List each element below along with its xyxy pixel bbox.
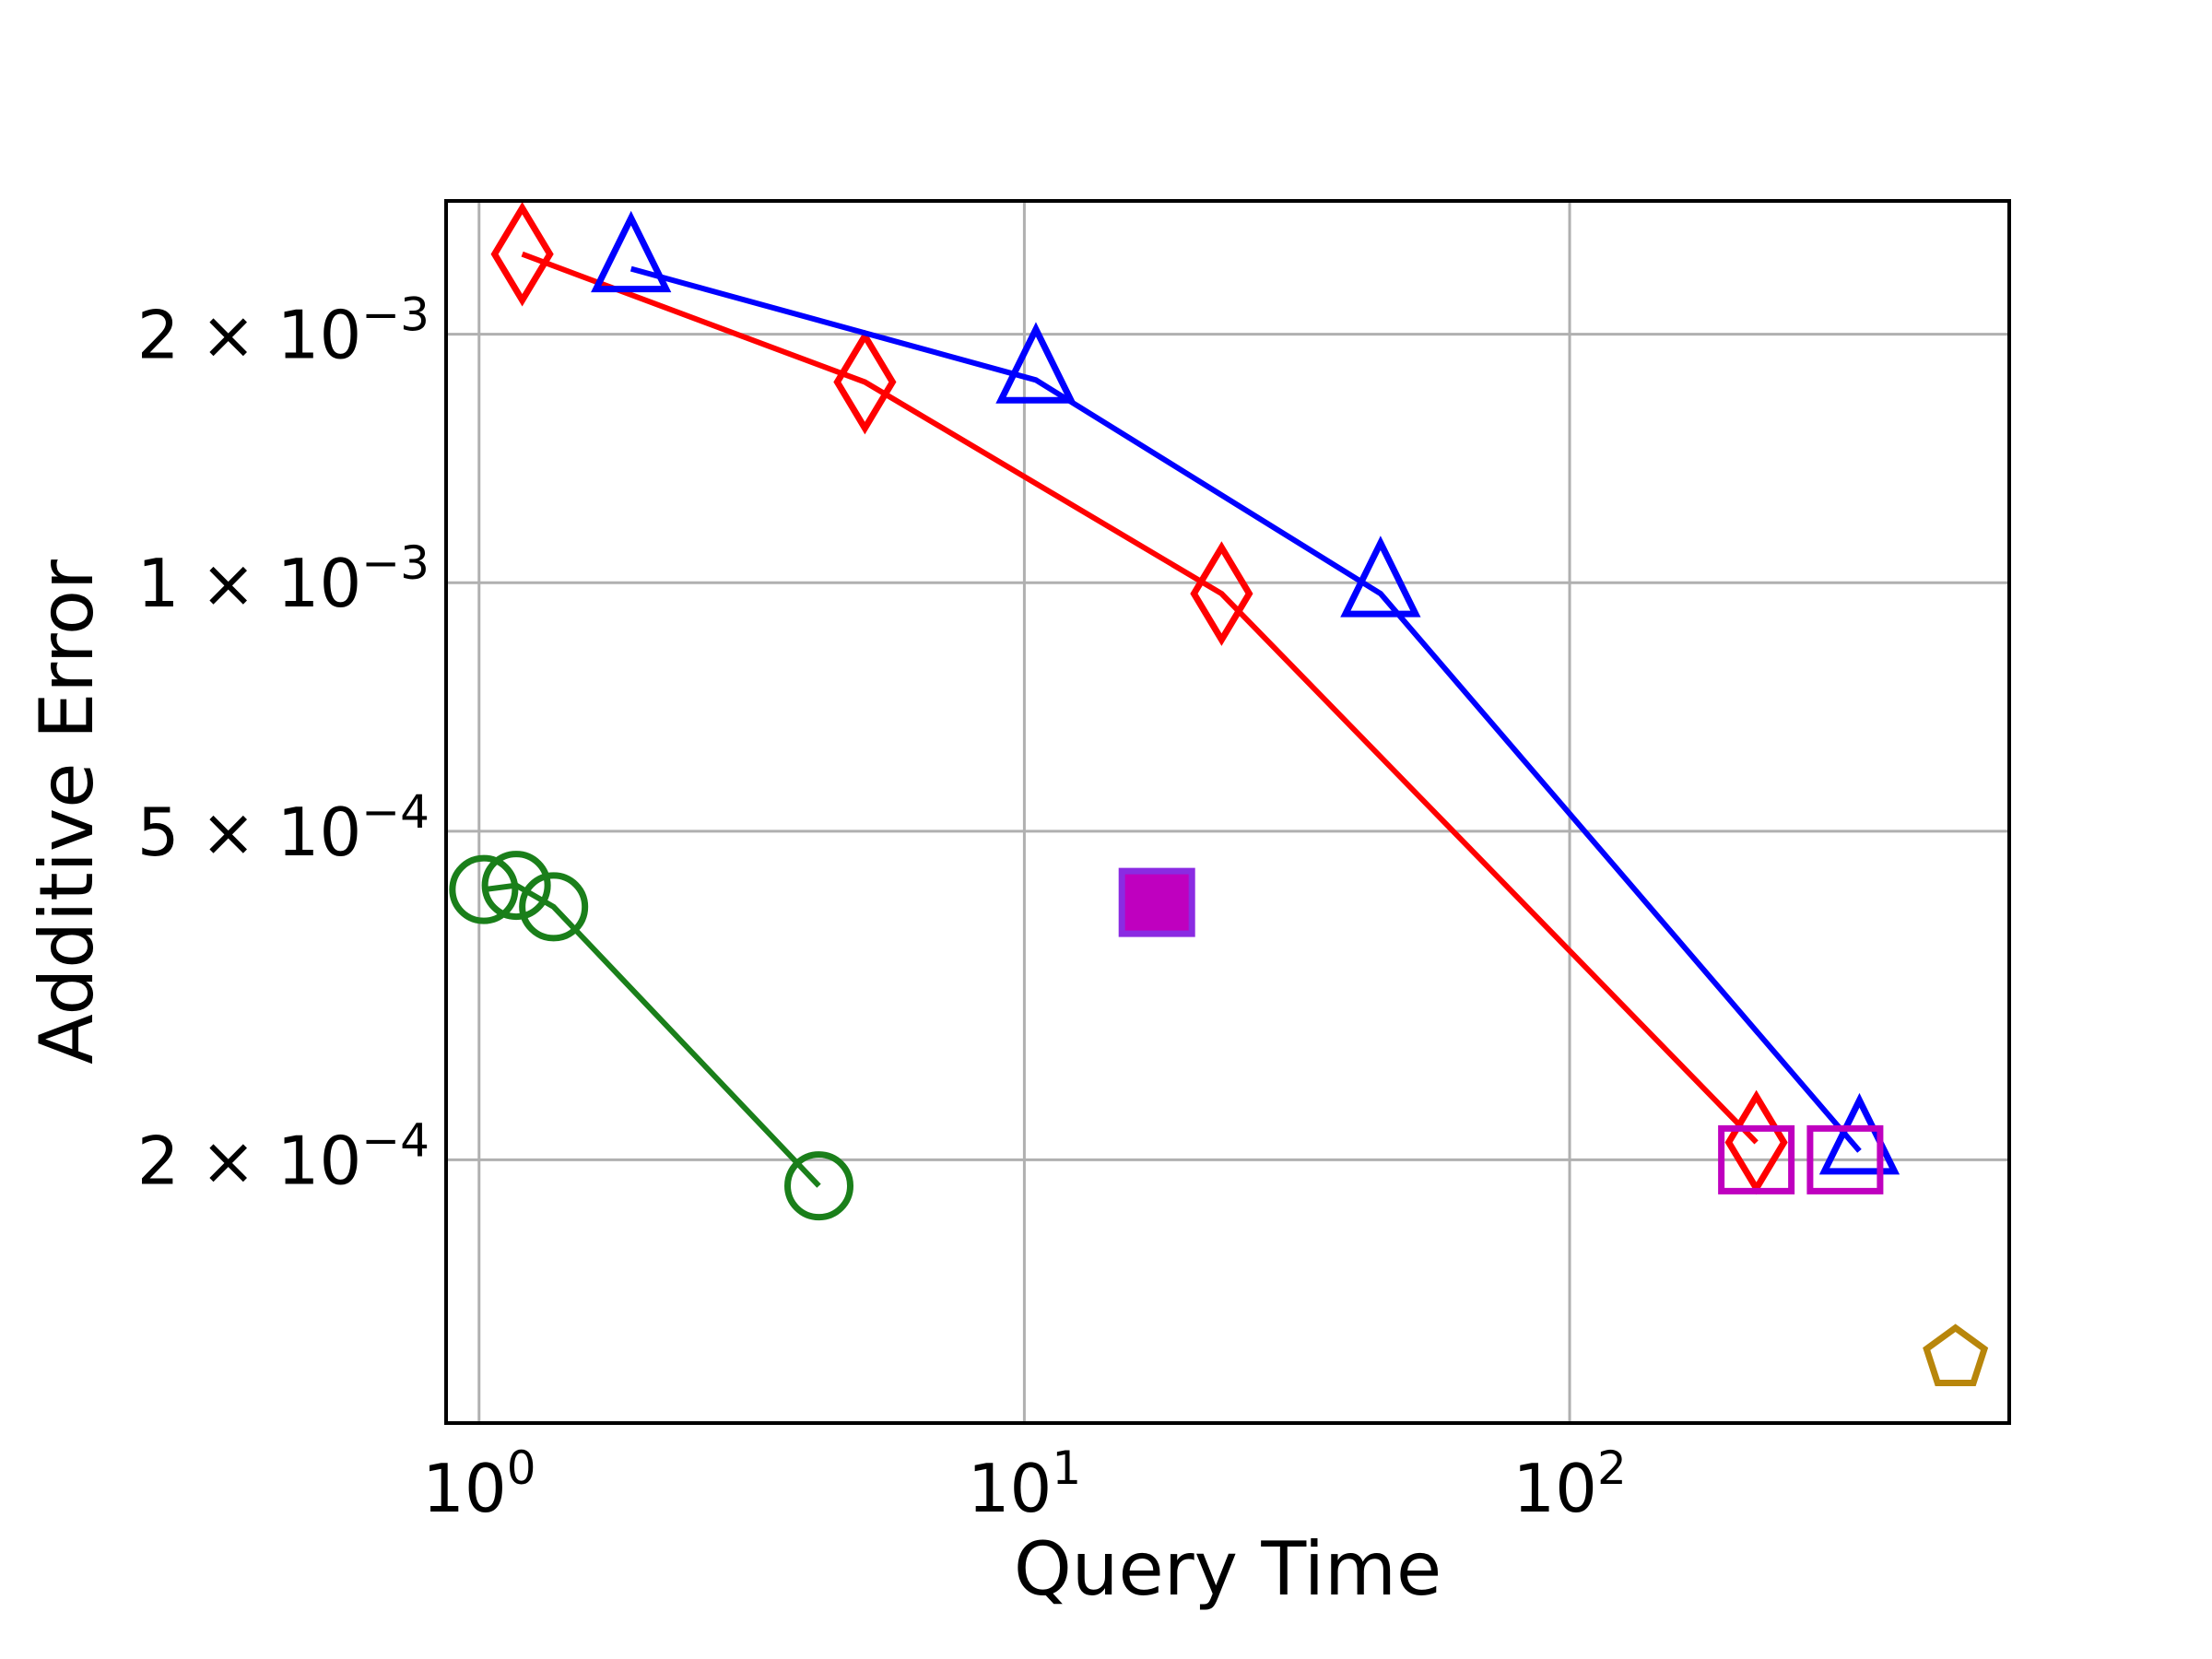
series-line [521,251,1759,1145]
plot-frame [444,199,2011,1425]
square-marker [1118,867,1195,937]
y-tick-label: 2 × 10−3 [137,288,429,374]
series-circle [449,851,854,1221]
y-tick-label: 1 × 10−3 [137,536,429,622]
triangle-marker [1340,535,1421,618]
series-pentagon [1923,1324,1989,1386]
grid-lines [446,201,2009,1423]
tick-labels: 100 101 102 2 × 10−4 5 × 10−4 1 × 10−3 2 × 10−… [137,288,1627,1527]
diamond-marker [1190,541,1253,646]
square-marker [1806,1124,1884,1194]
square-marker [1718,1124,1795,1194]
y-axis-label: Additive Error [24,559,110,1065]
series-line [629,265,1862,1153]
series-line [483,882,821,1188]
diamond-marker [833,329,897,435]
series-triangle [591,210,1900,1175]
circle-marker [481,851,551,921]
series-square-filled [1118,867,1195,937]
x-tick-label: 101 [968,1441,1081,1527]
circle-marker [449,854,519,924]
series-layer [449,201,1989,1386]
x-tick-label: 102 [1512,1441,1626,1527]
x-axis-label: Query Time [1014,1526,1441,1612]
pentagon-marker [1923,1324,1989,1386]
circle-marker [519,872,589,942]
triangle-marker [995,322,1077,404]
circle-marker [784,1151,854,1221]
y-tick-label: 2 × 10−4 [137,1113,429,1199]
series-diamond [490,201,1788,1195]
series-square [1718,1124,1884,1194]
triangle-marker [591,210,672,293]
x-tick-label: 100 [422,1441,535,1527]
diamond-marker [490,201,554,307]
y-tick-label: 5 × 10−4 [137,785,429,871]
